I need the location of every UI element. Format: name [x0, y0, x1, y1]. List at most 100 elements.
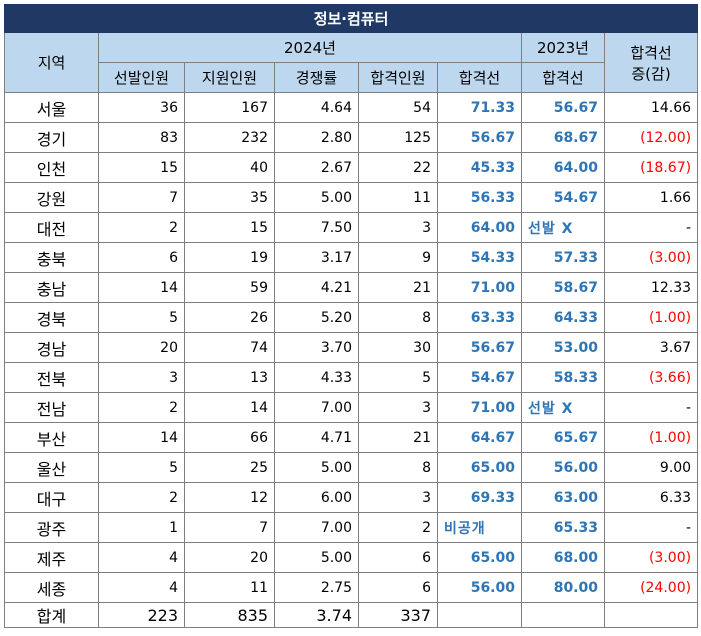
row-competition: 5.00 [274, 182, 359, 213]
header-year-2023: 2023년 [521, 32, 605, 63]
row-region: 울산 [4, 452, 99, 483]
row-region: 경기 [4, 122, 99, 153]
row-cutoff-change: 14.66 [603, 92, 699, 123]
row-selected: 2 [98, 212, 185, 243]
row-cutoff-change: - [603, 392, 699, 423]
row-cutoff-change: (18.67) [603, 152, 699, 183]
header-applicants: 지원인원 [184, 62, 275, 93]
row-selected: 1 [98, 512, 185, 543]
row-region: 경북 [4, 302, 99, 333]
row-cutoff-change: (24.00) [603, 572, 699, 603]
table-title: 정보·컴퓨터 [3, 4, 699, 33]
row-region: 대구 [4, 482, 99, 513]
table-row: 경남 20 74 3.70 30 56.67 53.00 3.67 [4, 332, 699, 363]
row-applicants: 20 [184, 542, 275, 573]
row-passed: 21 [358, 422, 438, 453]
row-cutoff-change: - [603, 212, 699, 243]
table-row: 광주 1 7 7.00 2 비공개 65.33- [4, 512, 699, 543]
row-applicants: 12 [184, 482, 275, 513]
row-region: 광주 [4, 512, 99, 543]
row-region: 충북 [4, 242, 99, 273]
row-selected: 14 [98, 272, 185, 303]
total-cutoff-2023 [521, 602, 605, 628]
row-applicants: 25 [184, 452, 275, 483]
row-applicants: 40 [184, 152, 275, 183]
row-competition: 2.80 [274, 122, 359, 153]
row-cutoff-2024: 64.00 [437, 212, 522, 243]
row-cutoff-2023: 65.33 [521, 512, 605, 543]
row-selected: 15 [98, 152, 185, 183]
row-cutoff-2024: 65.00 [437, 542, 522, 573]
row-passed: 54 [358, 92, 438, 123]
table-row: 충남 14 59 4.21 21 71.00 58.67 12.33 [4, 272, 699, 303]
row-selected: 6 [98, 242, 185, 273]
row-competition: 5.00 [274, 542, 359, 573]
row-passed: 6 [358, 572, 438, 603]
row-passed: 8 [358, 302, 438, 333]
row-cutoff-change: 1.66 [603, 182, 699, 213]
total-cutoff-2024 [437, 602, 522, 628]
total-passed: 337 [358, 602, 438, 628]
row-competition: 5.20 [274, 302, 359, 333]
row-competition: 4.21 [274, 272, 359, 303]
row-cutoff-2024: 71.00 [437, 272, 522, 303]
table-row: 세종 4 11 2.75 6 56.00 80.00 (24.00) [4, 572, 699, 603]
header-competition: 경쟁률 [274, 62, 359, 93]
row-selected: 5 [98, 452, 185, 483]
row-cutoff-change: (1.00) [603, 302, 699, 333]
row-cutoff-change: 9.00 [603, 452, 699, 483]
row-competition: 5.00 [274, 452, 359, 483]
row-cutoff-2023: 68.67 [521, 122, 605, 153]
header-selected: 선발인원 [98, 62, 185, 93]
row-competition: 2.67 [274, 152, 359, 183]
row-passed: 3 [358, 212, 438, 243]
row-region: 전남 [4, 392, 99, 423]
row-passed: 3 [358, 392, 438, 423]
header-cutoff-change: 합격선 증(감) [603, 32, 699, 93]
table-row: 경기 83 232 2.80 125 56.67 68.67 (12.00) [4, 122, 699, 153]
row-selected: 83 [98, 122, 185, 153]
row-region: 부산 [4, 422, 99, 453]
header-cutoff-2023: 합격선 [521, 62, 605, 93]
row-competition: 3.70 [274, 332, 359, 363]
row-cutoff-2023: 64.00 [521, 152, 605, 183]
row-selected: 2 [98, 392, 185, 423]
table-row: 제주 4 20 5.00 6 65.00 68.00 (3.00) [4, 542, 699, 573]
row-passed: 9 [358, 242, 438, 273]
row-cutoff-2024: 63.33 [437, 302, 522, 333]
row-passed: 21 [358, 272, 438, 303]
row-cutoff-change: - [603, 512, 699, 543]
row-passed: 22 [358, 152, 438, 183]
row-region: 충남 [4, 272, 99, 303]
row-applicants: 59 [184, 272, 275, 303]
table-row: 대구 2 12 6.00 3 69.33 63.00 6.33 [4, 482, 699, 513]
total-label: 합계 [4, 602, 99, 628]
row-cutoff-change: 12.33 [603, 272, 699, 303]
row-competition: 4.33 [274, 362, 359, 393]
admissions-table: 정보·컴퓨터 지역 2024년 2023년 합격선 증(감) 선발인원 지원인원… [3, 4, 699, 628]
row-passed: 5 [358, 362, 438, 393]
row-cutoff-change: 3.67 [603, 332, 699, 363]
row-competition: 3.17 [274, 242, 359, 273]
header-year-2024: 2024년 [98, 32, 522, 63]
row-cutoff-change: (12.00) [603, 122, 699, 153]
row-cutoff-2023: 56.00 [521, 452, 605, 483]
table-row: 부산 14 66 4.71 21 64.67 65.67 (1.00) [4, 422, 699, 453]
header-passed: 합격인원 [358, 62, 438, 93]
row-cutoff-2023: 65.67 [521, 422, 605, 453]
row-cutoff-2024: 71.00 [437, 392, 522, 423]
row-region: 인천 [4, 152, 99, 183]
row-applicants: 7 [184, 512, 275, 543]
row-selected: 14 [98, 422, 185, 453]
row-cutoff-change: (3.00) [603, 542, 699, 573]
row-applicants: 35 [184, 182, 275, 213]
row-cutoff-2023: 58.33 [521, 362, 605, 393]
row-applicants: 232 [184, 122, 275, 153]
row-applicants: 11 [184, 572, 275, 603]
row-cutoff-2024: 54.33 [437, 242, 522, 273]
row-region: 강원 [4, 182, 99, 213]
table-row: 울산 5 25 5.00 8 65.00 56.00 9.00 [4, 452, 699, 483]
row-cutoff-2023: 54.67 [521, 182, 605, 213]
row-selected: 4 [98, 572, 185, 603]
row-cutoff-2024: 64.67 [437, 422, 522, 453]
